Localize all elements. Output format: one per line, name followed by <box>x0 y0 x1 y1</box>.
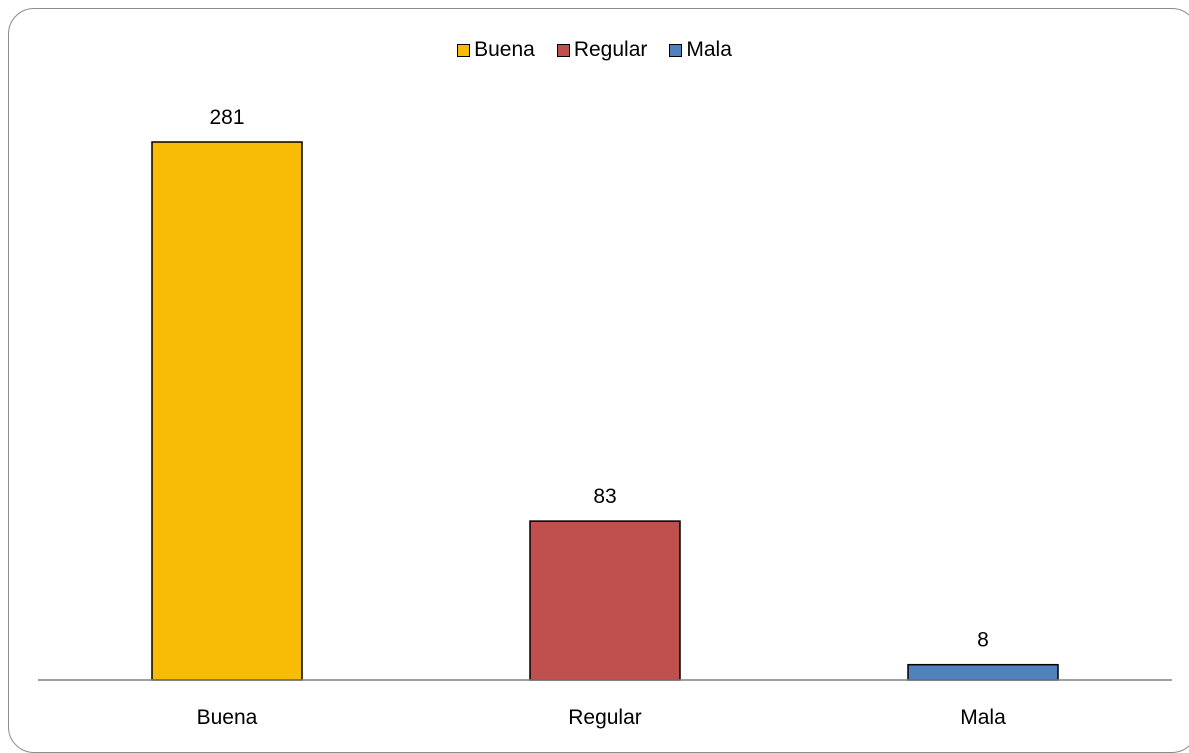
legend-swatch-regular <box>556 43 570 57</box>
legend-label-mala: Mala <box>686 38 732 61</box>
bar-regular <box>529 520 681 681</box>
data-label-mala: 8 <box>977 629 989 652</box>
legend-swatch-buena <box>457 43 471 57</box>
chart-legend: Buena Regular Mala <box>0 38 1189 62</box>
data-label-regular: 83 <box>593 485 616 508</box>
legend-item-buena: Buena <box>457 38 535 62</box>
legend-swatch-mala <box>669 43 683 57</box>
bar-mala <box>907 663 1059 681</box>
legend-item-regular: Regular <box>556 38 648 62</box>
legend-label-regular: Regular <box>573 38 648 61</box>
legend-label-buena: Buena <box>474 38 535 61</box>
x-tick-label-mala: Mala <box>960 706 1006 729</box>
data-label-buena: 281 <box>209 106 244 129</box>
x-tick-label-buena: Buena <box>197 706 258 729</box>
bar-buena <box>151 141 303 681</box>
x-tick-label-regular: Regular <box>568 706 642 729</box>
legend-item-mala: Mala <box>669 38 732 62</box>
